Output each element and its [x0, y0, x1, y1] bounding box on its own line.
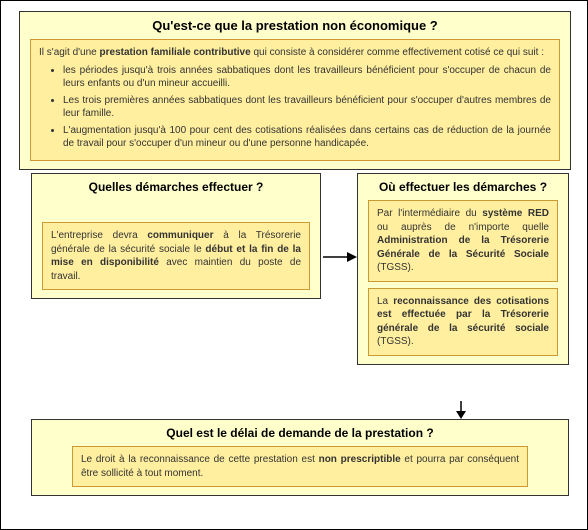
box-definition-body: Il s'agit d'une prestation familiale con… — [30, 39, 560, 161]
list-item: L'augmentation jusqu'à 100 pour cent des… — [63, 124, 551, 151]
flowchart-canvas: Qu'est-ce que la prestation non économiq… — [0, 0, 588, 530]
box-where-title: Où effectuer les démarches ? — [368, 180, 558, 194]
box-procedures-body: L'entreprise devra communiquer à la Trés… — [42, 222, 310, 290]
definition-list: les périodes jusqu'à trois années sabbat… — [39, 64, 551, 151]
text: ou auprès de n'importe quelle — [377, 222, 549, 233]
text-bold: prestation familiale contributive — [100, 47, 251, 58]
box-where-body1: Par l'intermédiaire du système RED ou au… — [368, 200, 558, 282]
box-deadline-body: Le droit à la reconnaissance de cette pr… — [72, 446, 528, 487]
text-bold: Administration de la Trésorerie Générale… — [377, 235, 549, 260]
text: Par l'intermédiaire du — [377, 208, 482, 219]
text-bold: reconnaissance des cotisations est effec… — [377, 296, 549, 334]
box-where-body2: La reconnaissance des cotisations est ef… — [368, 288, 558, 356]
text: (TGSS). — [377, 262, 414, 273]
box-definition: Qu'est-ce que la prestation non économiq… — [19, 11, 571, 170]
box-definition-title: Qu'est-ce que la prestation non économiq… — [30, 18, 560, 33]
text: L'entreprise devra — [51, 230, 147, 241]
text-bold: système RED — [482, 208, 549, 219]
text: qui consiste à considérer comme effectiv… — [251, 47, 544, 58]
list-item: Les trois premières années sabbatiques d… — [63, 94, 551, 121]
box-where: Où effectuer les démarches ? Par l'inter… — [357, 173, 569, 365]
text-bold: communiquer — [147, 230, 213, 241]
box-procedures: Quelles démarches effectuer ? L'entrepri… — [31, 173, 321, 299]
arrow-right-icon — [323, 249, 357, 265]
text: La — [377, 296, 393, 307]
text: (TGSS). — [377, 336, 414, 347]
text: Il s'agit d'une — [39, 47, 100, 58]
text-bold: non prescriptible — [319, 454, 401, 465]
list-item: les périodes jusqu'à trois années sabbat… — [63, 64, 551, 91]
box-deadline-title: Quel est le délai de demande de la prest… — [42, 426, 558, 440]
arrow-down-icon — [453, 401, 469, 419]
box-procedures-title: Quelles démarches effectuer ? — [42, 180, 310, 194]
text: Le droit à la reconnaissance de cette pr… — [81, 454, 319, 465]
box-deadline: Quel est le délai de demande de la prest… — [31, 419, 569, 496]
